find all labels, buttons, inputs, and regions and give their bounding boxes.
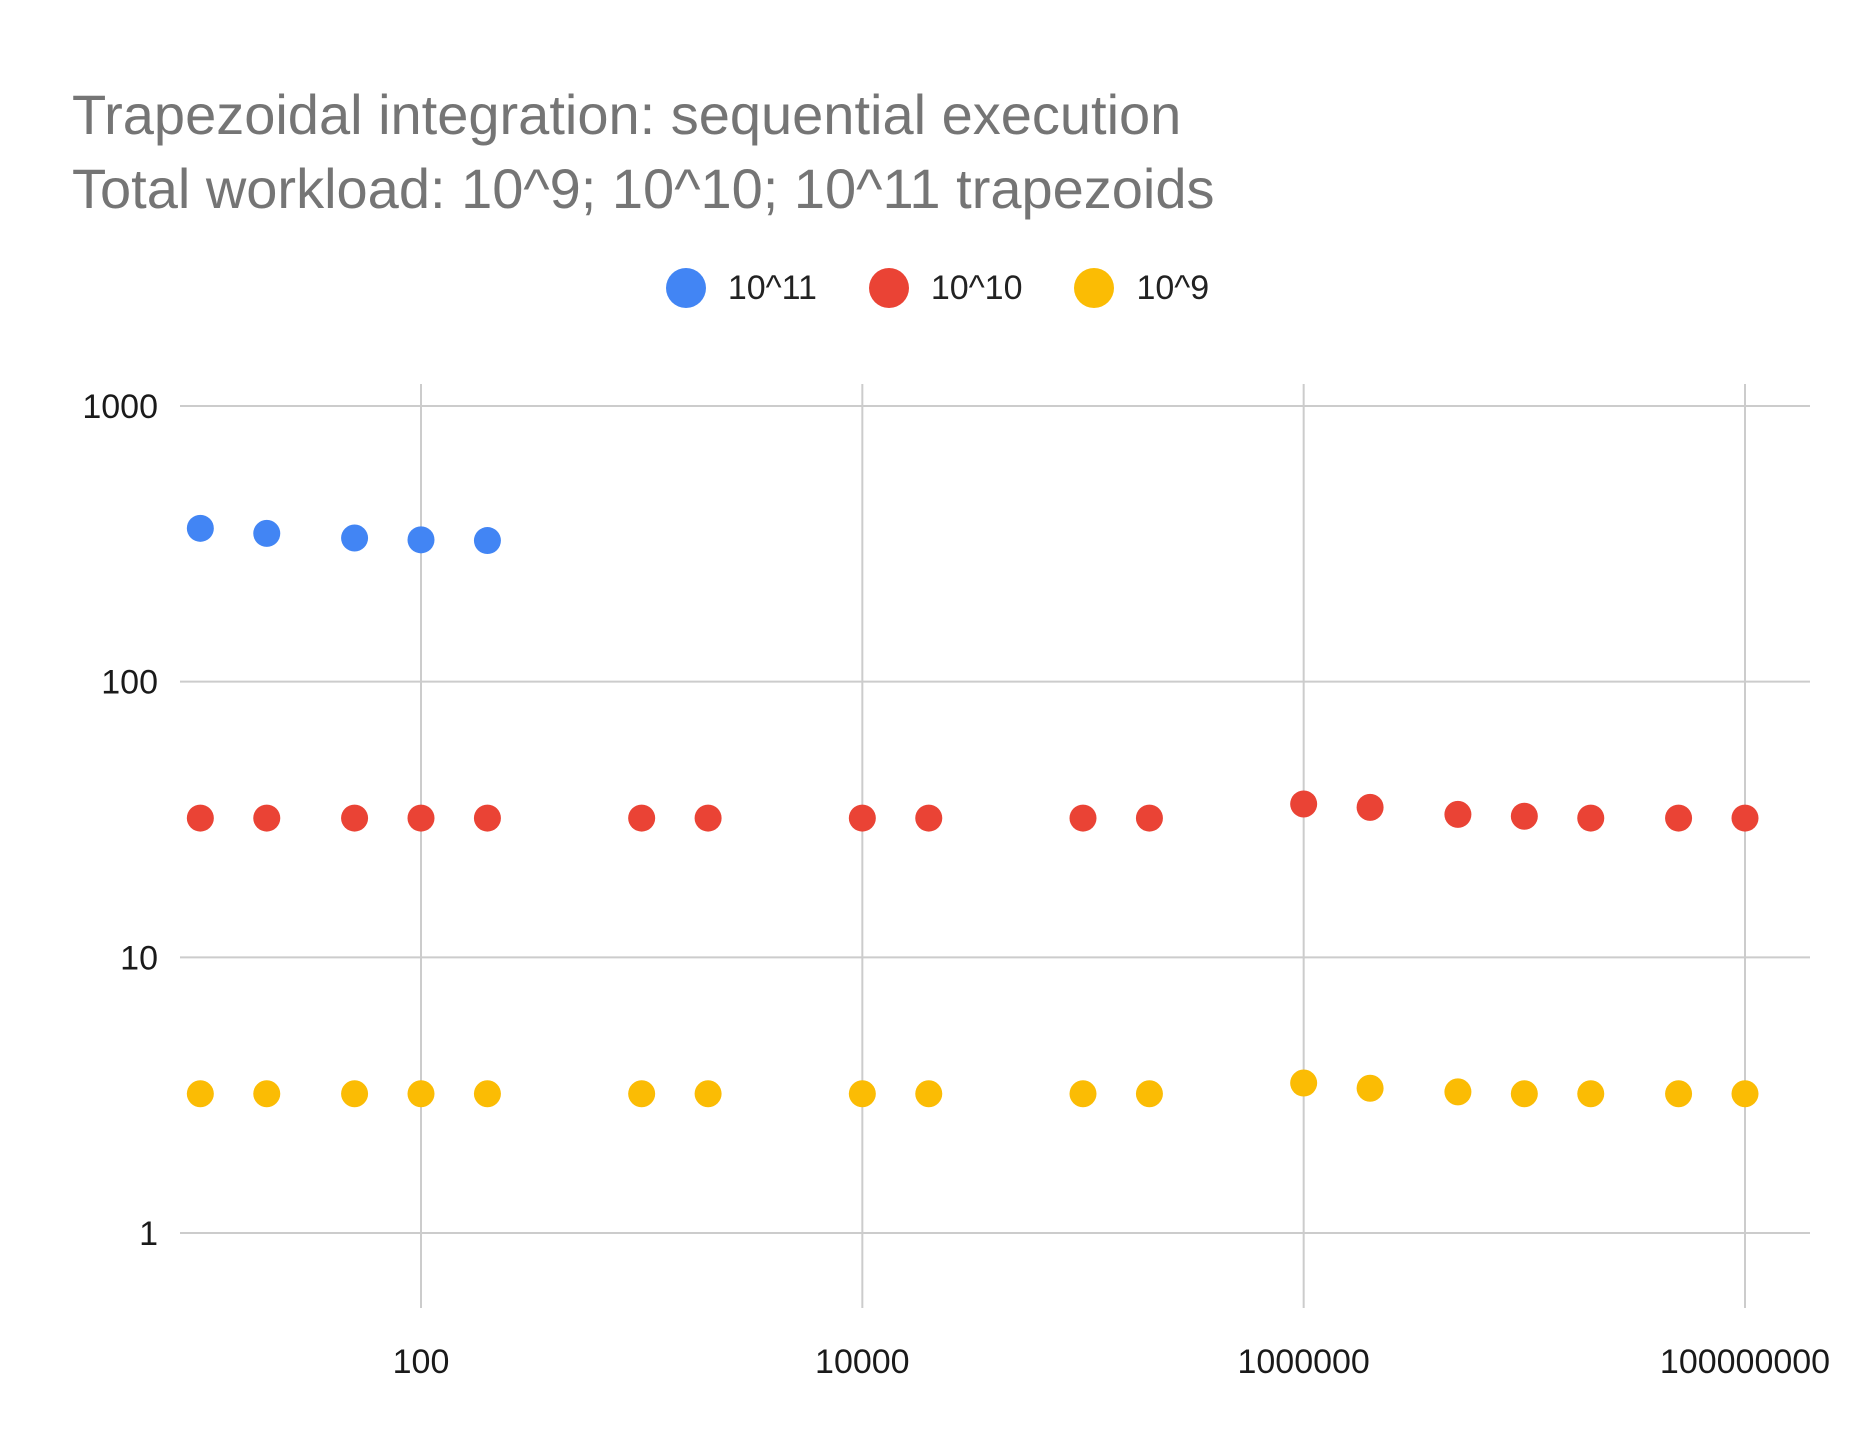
data-point-series-1: [341, 804, 369, 832]
y-tick-label: 100: [101, 664, 158, 702]
data-point-series-1: [407, 804, 435, 832]
legend-swatch-series-0: [665, 268, 706, 308]
data-point-series-1: [1510, 802, 1538, 830]
y-tick-label: 1000: [82, 388, 158, 426]
data-point-series-2: [915, 1080, 943, 1108]
grid: [180, 384, 1810, 1308]
legend-label-series-0: 10^11: [727, 268, 817, 307]
data-point-series-1: [253, 804, 281, 832]
legend-item-series-0[interactable]: 10^11: [665, 268, 817, 308]
legend-item-series-2[interactable]: 10^9: [1074, 268, 1209, 308]
data-point-series-1: [1444, 800, 1472, 828]
data-point-series-1: [628, 804, 656, 832]
data-point-series-2: [694, 1080, 722, 1108]
data-point-series-2: [1135, 1080, 1163, 1108]
legend-swatch-series-1: [868, 268, 909, 308]
chart-title: Trapezoidal integration: sequential exec…: [72, 83, 1182, 146]
data-point-series-0: [407, 526, 435, 554]
data-point-series-1: [848, 804, 876, 832]
data-point-series-2: [1356, 1074, 1384, 1102]
data-point-series-2: [341, 1080, 369, 1108]
x-tick-label: 100000000: [1660, 1343, 1830, 1381]
data-point-series-2: [1577, 1080, 1605, 1108]
data-point-series-2: [1510, 1080, 1538, 1108]
data-point-series-2: [1731, 1080, 1759, 1108]
data-point-series-1: [1290, 790, 1318, 818]
legend-label-series-2: 10^9: [1136, 268, 1210, 307]
data-point-series-2: [628, 1080, 656, 1108]
chart-title-block: Trapezoidal integration: sequential exec…: [72, 78, 1215, 226]
data-point-series-0: [186, 514, 214, 542]
data-point-series-2: [186, 1080, 214, 1108]
data-point-series-1: [694, 804, 722, 832]
data-point-series-2: [407, 1080, 435, 1108]
data-point-series-2: [1290, 1069, 1318, 1097]
legend-swatch-series-2: [1074, 268, 1115, 308]
data-point-series-1: [1135, 804, 1163, 832]
axis-ticks: 1 10 100 1000 100 10000 1000000 100000000: [82, 388, 1830, 1381]
data-point-series-2: [848, 1080, 876, 1108]
data-point-series-2: [1444, 1078, 1472, 1106]
data-point-series-0: [341, 524, 369, 552]
data-point-series-2: [1665, 1080, 1693, 1108]
data-point-series-1: [186, 804, 214, 832]
data-point-series-0: [473, 527, 501, 555]
legend-item-series-1[interactable]: 10^10: [868, 268, 1023, 308]
legend: 10^11 10^10 10^9: [0, 268, 1875, 308]
data-point-series-1: [1356, 793, 1384, 821]
data-point-series-1: [915, 804, 943, 832]
y-tick-label: 1: [139, 1215, 158, 1253]
chart-subtitle: Total workload: 10^9; 10^10; 10^11 trape…: [72, 157, 1215, 220]
data-point-series-1: [1665, 804, 1693, 832]
data-point-series-2: [473, 1080, 501, 1108]
y-tick-label: 10: [120, 939, 158, 977]
data-point-series-1: [473, 804, 501, 832]
x-tick-label: 10000: [815, 1343, 910, 1381]
data-point-series-2: [253, 1080, 281, 1108]
legend-label-series-1: 10^10: [930, 268, 1023, 307]
x-tick-label: 1000000: [1237, 1343, 1369, 1381]
data-point-series-2: [1069, 1080, 1097, 1108]
data-point-series-1: [1069, 804, 1097, 832]
data-points: [186, 514, 1759, 1108]
x-tick-label: 100: [393, 1343, 450, 1381]
data-point-series-1: [1731, 804, 1759, 832]
data-point-series-0: [253, 519, 281, 547]
data-point-series-1: [1577, 804, 1605, 832]
